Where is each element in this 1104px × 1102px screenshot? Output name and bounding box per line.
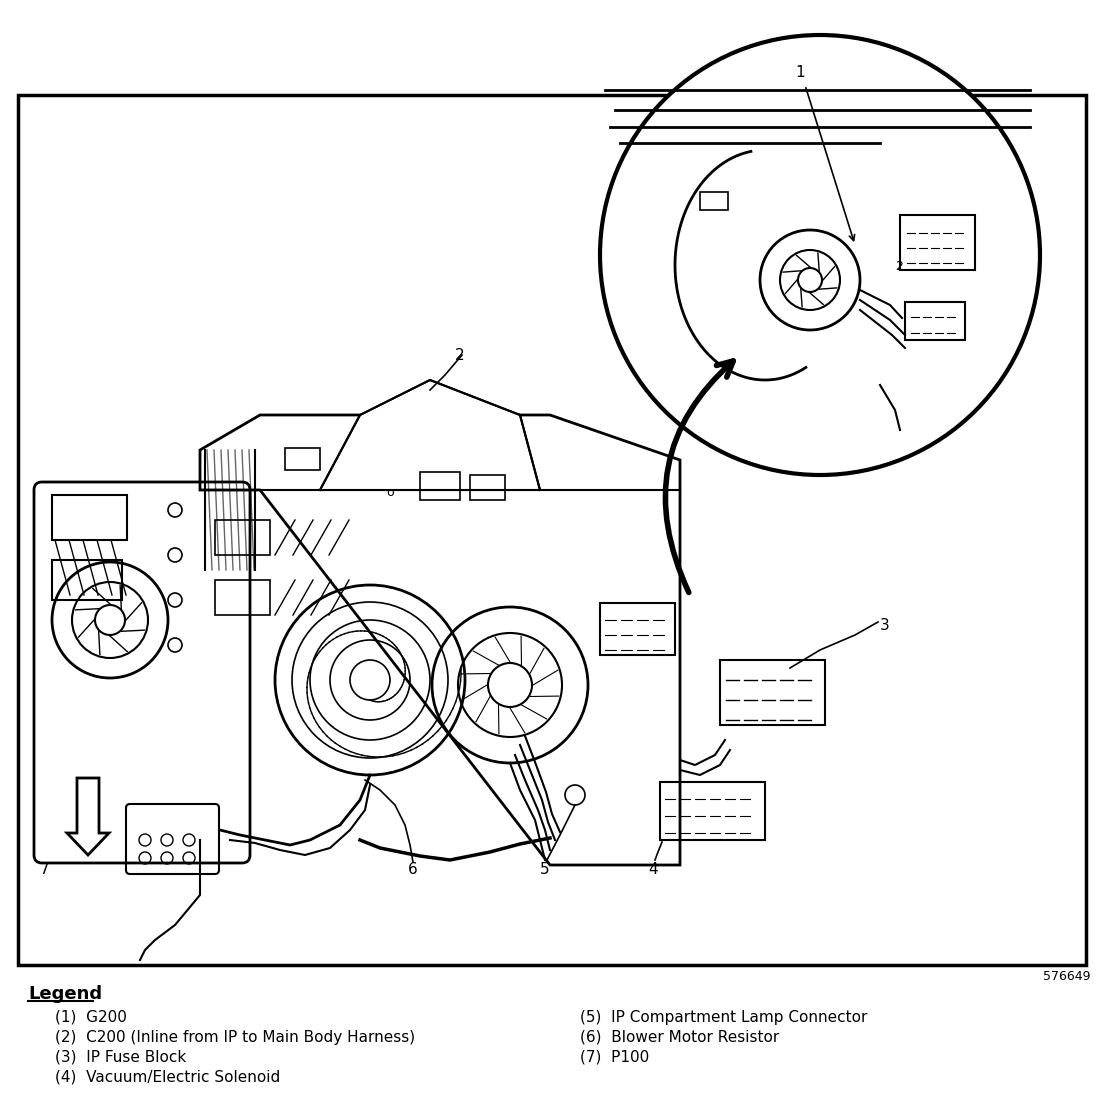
- Text: Legend: Legend: [28, 985, 103, 1003]
- Bar: [215, 520, 270, 555]
- Text: 6: 6: [408, 862, 417, 877]
- Text: 576649: 576649: [1042, 970, 1090, 983]
- Text: (6)  Blower Motor Resistor: (6) Blower Motor Resistor: [580, 1030, 779, 1045]
- Text: o: o: [386, 486, 394, 498]
- Text: 4: 4: [648, 862, 658, 877]
- Text: (5)  IP Compartment Lamp Connector: (5) IP Compartment Lamp Connector: [580, 1011, 868, 1025]
- Text: (7)  P100: (7) P100: [580, 1050, 649, 1065]
- Text: (2)  C200 (Inline from IP to Main Body Harness): (2) C200 (Inline from IP to Main Body Ha…: [55, 1030, 415, 1045]
- Text: (1)  G200: (1) G200: [55, 1011, 127, 1025]
- Bar: [700, 192, 728, 210]
- Bar: [215, 580, 270, 615]
- Text: 2: 2: [455, 348, 465, 363]
- Bar: [470, 475, 505, 500]
- Polygon shape: [320, 380, 540, 490]
- Bar: [660, 782, 765, 840]
- Bar: [599, 603, 675, 655]
- Text: 1: 1: [795, 65, 805, 80]
- Bar: [18, 95, 1086, 965]
- Bar: [52, 560, 123, 599]
- Text: (3)  IP Fuse Block: (3) IP Fuse Block: [55, 1050, 187, 1065]
- Bar: [720, 660, 825, 725]
- Text: 7: 7: [40, 862, 50, 877]
- Text: 2: 2: [895, 260, 903, 273]
- Circle shape: [599, 35, 1040, 475]
- Bar: [285, 449, 320, 469]
- Bar: [52, 495, 127, 540]
- Text: 3: 3: [880, 618, 890, 633]
- Text: 5: 5: [540, 862, 550, 877]
- Bar: [900, 215, 975, 270]
- Text: (4)  Vacuum/Electric Solenoid: (4) Vacuum/Electric Solenoid: [55, 1070, 280, 1085]
- FancyArrow shape: [67, 778, 109, 855]
- Bar: [905, 302, 965, 341]
- Bar: [420, 472, 460, 500]
